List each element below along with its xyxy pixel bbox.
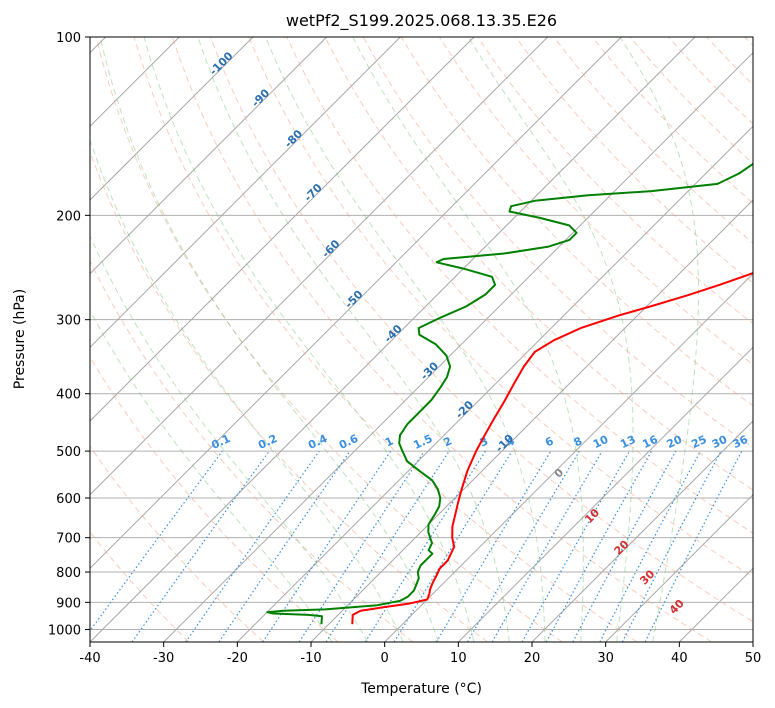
moist-adiabat <box>197 37 510 642</box>
y-axis-label: Pressure (hPa) <box>12 289 28 389</box>
moist-adiabat <box>352 37 584 642</box>
x-tick-label: 30 <box>597 651 614 666</box>
isotherm-gridline <box>90 37 475 422</box>
axes: -40 -30 -20 -10 0 10 20 30 40 50 100 200 300 400 500 60… <box>48 31 761 666</box>
dry-adiabat <box>286 37 753 534</box>
x-tick-label: 10 <box>450 651 467 666</box>
mixing-ratio-line <box>325 450 450 642</box>
x-tick-label: -10 <box>300 651 321 666</box>
isotherm-gridline <box>384 272 753 642</box>
y-tick-label: 300 <box>56 314 81 329</box>
chart-title: wetPf2_S199.2025.068.13.35.E26 <box>286 11 557 31</box>
temperature-profile-line <box>351 272 753 625</box>
isotherm-gridline <box>236 125 753 642</box>
x-tick-label: 0 <box>381 651 389 666</box>
mixing-ratio-line <box>90 450 223 632</box>
gridlines <box>90 37 753 642</box>
mixing-ratio-label: 10 <box>591 433 611 451</box>
x-tick-label: -40 <box>79 651 100 666</box>
mixing-ratio-line <box>545 450 653 642</box>
y-tick-label: 900 <box>56 596 81 611</box>
plot-frame <box>89 36 754 643</box>
dry-adiabat <box>324 37 753 491</box>
mixing-ratio-line <box>644 450 743 642</box>
moist-adiabat <box>143 37 475 642</box>
mixing-ratio-line <box>185 450 320 642</box>
mixing-ratio-label: 25 <box>689 433 708 451</box>
y-tick-label: 400 <box>56 388 81 403</box>
isotherm-gridline <box>90 37 401 349</box>
isotherm-gridline <box>90 37 549 496</box>
dry-adiabat <box>90 259 414 642</box>
series-group <box>266 162 753 625</box>
mixing-ratio-label: 36 <box>731 433 751 451</box>
isotherm-gridline <box>605 493 753 642</box>
mixing-ratio-label: 30 <box>710 433 730 451</box>
dry-adiabat <box>515 37 753 284</box>
mixing-ratio-line <box>298 450 425 642</box>
mixing-ratio-label: 13 <box>618 433 637 451</box>
dewpoint-profile-line <box>266 162 753 625</box>
x-tick-label: 20 <box>524 651 541 666</box>
x-tick-label: -20 <box>227 651 248 666</box>
dry-adiabat <box>90 445 264 642</box>
mixing-ratio-line <box>262 450 392 642</box>
x-axis-label: Temperature (°C) <box>360 681 482 697</box>
dry-adiabat <box>95 37 563 642</box>
dry-adiabat <box>133 37 638 642</box>
mixing-ratio-line <box>131 450 270 642</box>
isotherm-gridline <box>90 37 254 201</box>
dry-adiabat <box>210 37 753 623</box>
dry-adiabat <box>171 37 712 642</box>
moist-adiabat <box>90 235 369 642</box>
moist-adiabat <box>619 37 699 642</box>
mixing-ratio-line <box>521 450 631 642</box>
mixing-ratio-label: 16 <box>640 433 660 451</box>
mixing-ratio-label: 20 <box>665 433 685 451</box>
mixing-ratio-line <box>393 450 513 642</box>
isotherm-gridline <box>90 37 622 570</box>
moist-adiabat <box>90 309 333 642</box>
x-tick-label: 50 <box>745 651 762 666</box>
mixing-ratio-line <box>572 450 677 642</box>
y-tick-label: 600 <box>56 492 81 507</box>
isotherm-gridline <box>457 346 753 642</box>
isotherm-gridline <box>90 37 328 275</box>
y-tick-label: 200 <box>56 209 81 224</box>
moist-adiabat <box>90 138 404 642</box>
y-tick-label: 100 <box>56 31 81 46</box>
y-tick-label: 1000 <box>48 623 81 638</box>
dry-adiabat <box>248 37 753 578</box>
isotherm-gridline <box>531 420 753 642</box>
dry-adiabat <box>90 356 339 642</box>
isotherm-gridline <box>163 51 753 642</box>
x-tick-label: 40 <box>671 651 688 666</box>
thermo-lines <box>90 37 753 642</box>
isotherm-gridline <box>90 37 696 642</box>
y-tick-label: 700 <box>56 532 81 547</box>
x-tick-label: -30 <box>153 651 174 666</box>
mixing-ratio-line <box>218 450 351 642</box>
moist-adiabat <box>265 37 546 642</box>
y-tick-label: 500 <box>56 445 81 460</box>
y-tick-label: 800 <box>56 566 81 581</box>
